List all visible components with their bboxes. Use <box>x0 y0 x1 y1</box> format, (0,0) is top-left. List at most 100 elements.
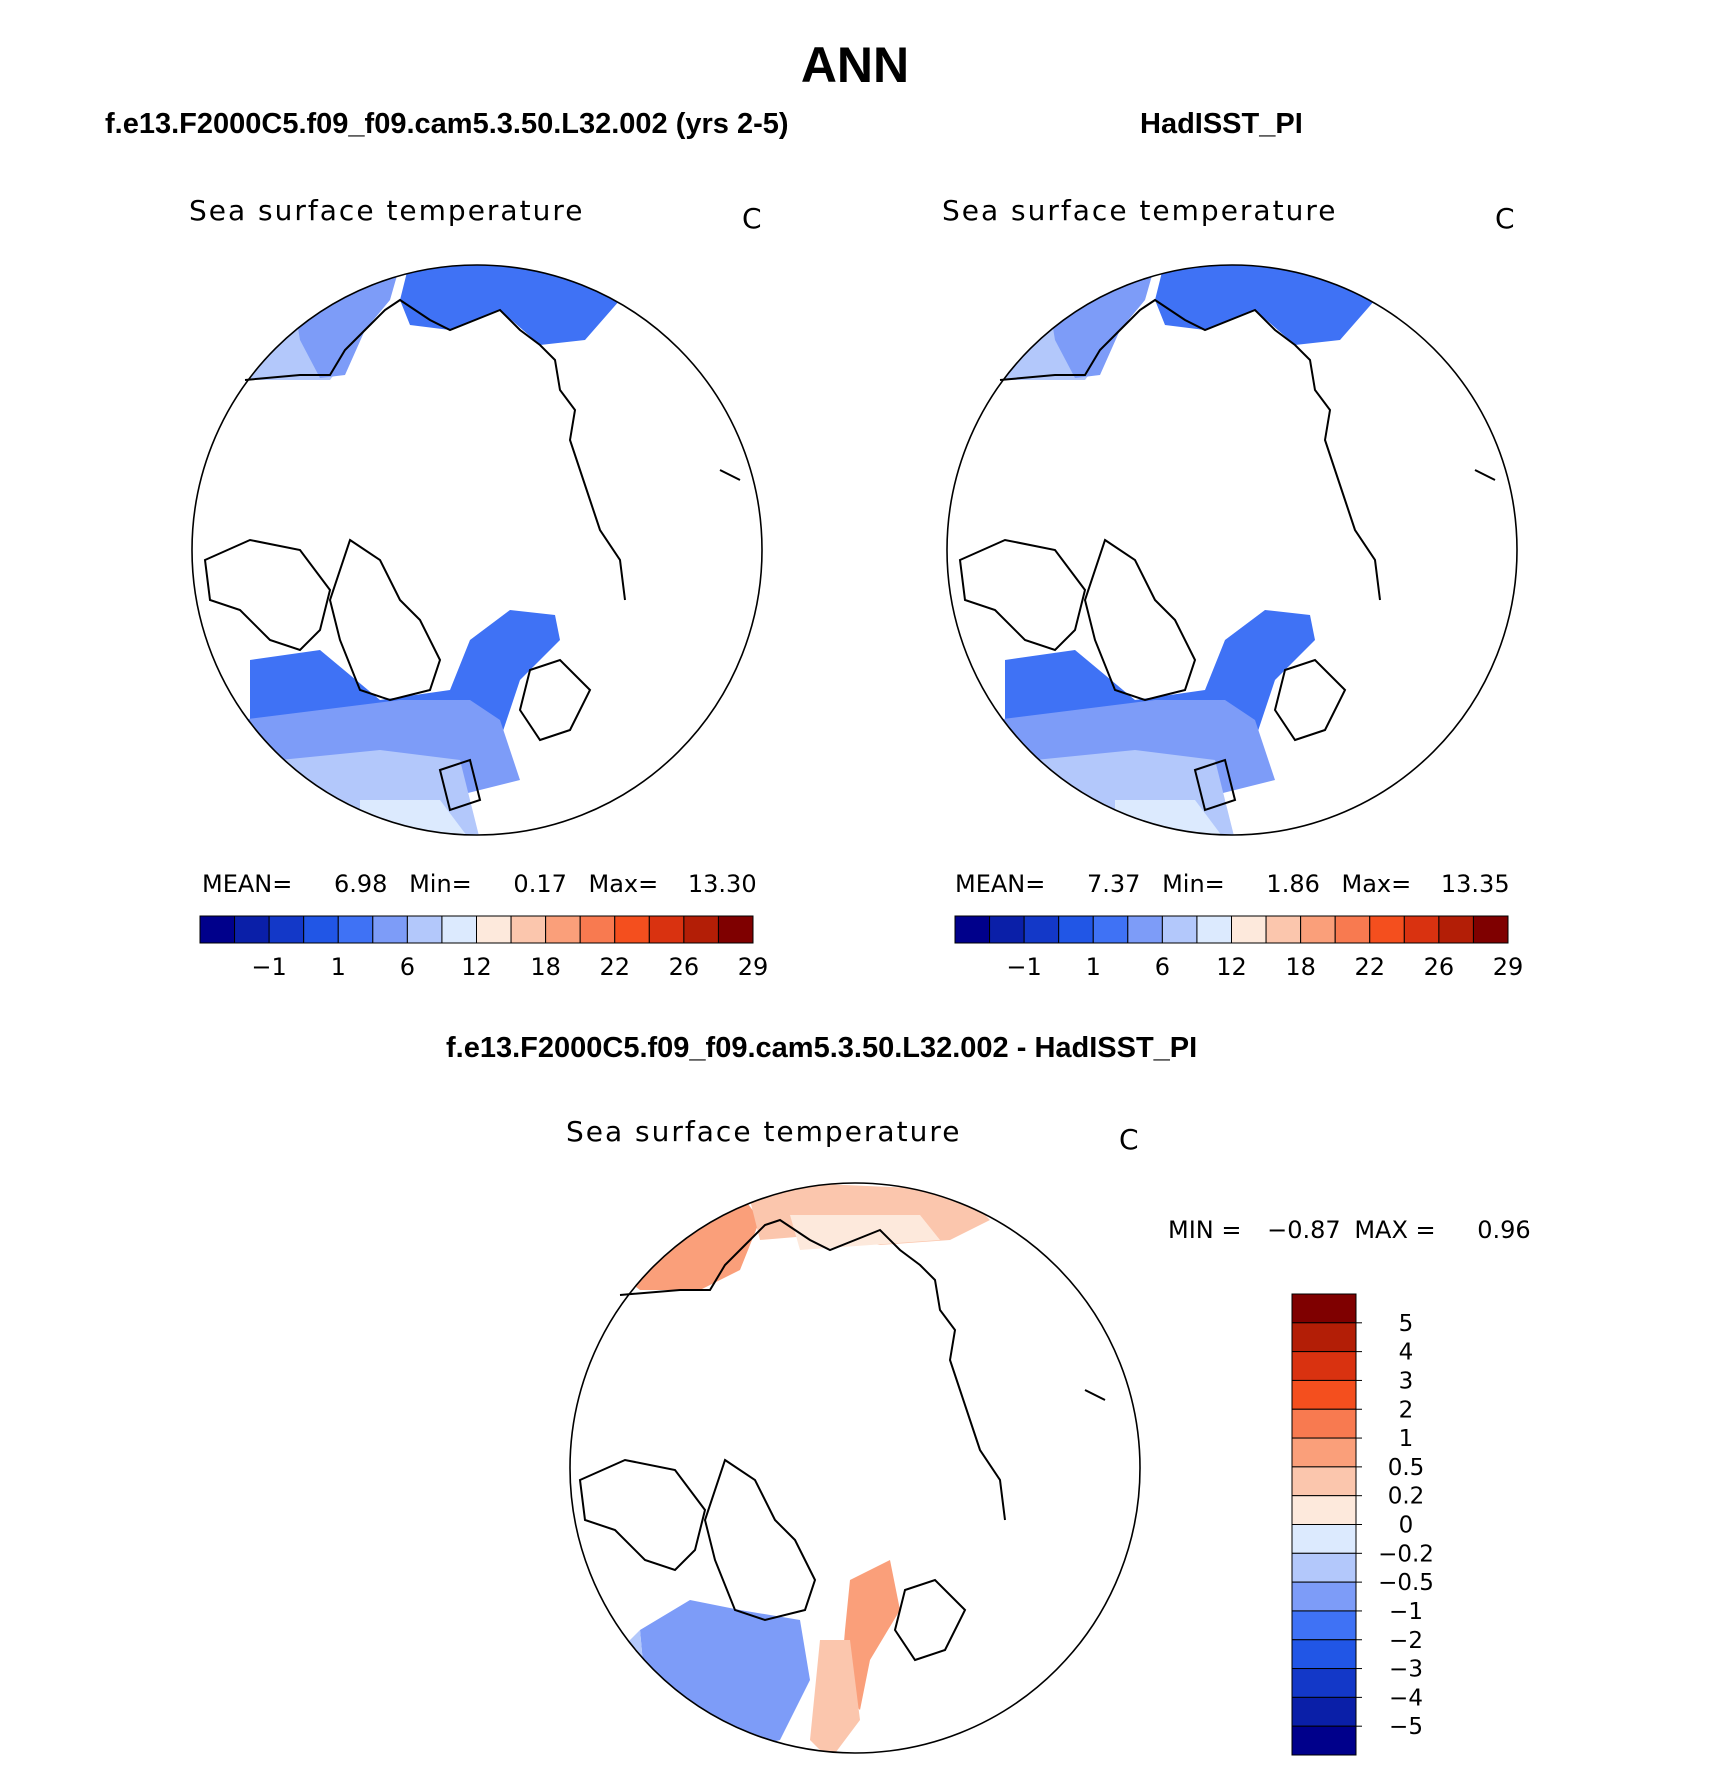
panel3-colorbar-tick-label: 1 <box>1399 1426 1414 1452</box>
panel1-colorbar-tick-label: −1 <box>251 953 286 981</box>
panel3-colorbar: 5 43 2 1 0.5 0.2 0−0.2 −0.5 −1 −2 −3−4 −5 <box>1291 1293 1434 1756</box>
panel3-colorbar-tick-label: 5 <box>1399 1311 1414 1337</box>
panel1-max-value: 13.30 <box>687 870 757 898</box>
panel3-var-title: Sea surface temperature <box>566 1115 962 1148</box>
panel2-colorbar-swatch <box>1092 915 1129 944</box>
panel1-min-value: 0.17 <box>513 870 567 898</box>
panel2-colorbar-swatch <box>1472 915 1509 944</box>
panel1-colorbar-swatch <box>337 915 374 944</box>
panel2-colorbar-swatch <box>1334 915 1371 944</box>
panel3-colorbar-tick-label: 3 <box>1399 1368 1414 1394</box>
panel2-stats: MEAN= 7.37 Min= 1.86 Max= 13.35 <box>955 870 1510 898</box>
panel1-colorbar-tick-label: 12 <box>461 953 492 981</box>
panel2-colorbar-swatch <box>1369 915 1405 944</box>
panel1-colorbar-swatch <box>683 915 719 944</box>
panel3-case-title: f.e13.F2000C5.f09_f09.cam5.3.50.L32.002 … <box>446 1032 1198 1064</box>
panel3-pacific-warm <box>600 1183 760 1290</box>
panel1-colorbar-swatch <box>648 915 685 944</box>
panel1-colorbar-tick-label: 6 <box>400 953 415 981</box>
panel2-colorbar-swatch <box>1265 915 1302 944</box>
panel3-colorbar-tick-label: −5 <box>1389 1714 1423 1740</box>
panel1-map-boundary <box>191 264 763 836</box>
panel2-colorbar-swatch <box>1196 915 1232 944</box>
panel3-colorbar-tick-label: 0 <box>1399 1513 1414 1539</box>
panel3-colorbar-swatch <box>1291 1466 1357 1497</box>
panel2-colorbar-swatch <box>1058 915 1094 944</box>
panel3-atlantic-cool <box>590 1630 650 1753</box>
panel2-pacific-dark <box>1155 265 1375 345</box>
panel2-mean-label: MEAN= <box>955 870 1046 898</box>
panel3-colorbar-tick-label: −4 <box>1389 1685 1423 1711</box>
panel1-colorbar-tick-label: 22 <box>599 953 630 981</box>
panel3-colorbar-tick-label: −1 <box>1389 1599 1423 1625</box>
panel3-min-value: −0.87 <box>1267 1216 1341 1244</box>
panel2-colorbar-tick-label: 12 <box>1216 953 1247 981</box>
panel3-colorbar-swatch <box>1291 1437 1357 1468</box>
panel3-max-label: MAX = <box>1354 1216 1436 1244</box>
panel2-colorbar-swatch <box>954 915 991 944</box>
panel3-stats: MIN = −0.87 MAX = 0.96 <box>1168 1216 1531 1244</box>
panel1-stats: MEAN= 6.98 Min= 0.17 Max= 13.30 <box>202 870 757 898</box>
panel3-colorbar-swatch <box>1291 1408 1357 1439</box>
panel3-max-value: 0.96 <box>1477 1216 1531 1244</box>
panel3-colorbar-swatch <box>1291 1379 1357 1410</box>
panel1-colorbar-swatch <box>303 915 339 944</box>
panel2-colorbar-swatch <box>1300 915 1336 944</box>
panel3-colorbar-tick-label: −0.2 <box>1378 1541 1434 1567</box>
panel1-colorbar-swatch <box>441 915 477 944</box>
panel3-colorbar-swatch <box>1291 1495 1357 1525</box>
panel3-colorbar-swatch <box>1291 1668 1357 1698</box>
panel1-units: C <box>742 202 762 235</box>
panel3-colorbar-swatch <box>1291 1552 1357 1583</box>
panel3-colorbar-tick-label: 2 <box>1399 1397 1414 1423</box>
panel3-colorbar-swatch <box>1291 1725 1357 1756</box>
panel1-colorbar-swatch <box>234 915 270 944</box>
panel2-colorbar-tick-label: 6 <box>1155 953 1170 981</box>
panel2-min-label: Min= <box>1162 870 1225 898</box>
panel2-colorbar-tick-label: 1 <box>1086 953 1101 981</box>
panel2-max-label: Max= <box>1341 870 1412 898</box>
panel2-mean-value: 7.37 <box>1087 870 1141 898</box>
panel3-colorbar-tick-label: −0.5 <box>1378 1570 1434 1596</box>
panel3-min-label: MIN = <box>1168 1216 1242 1244</box>
panel1-var-title: Sea surface temperature <box>189 194 585 227</box>
panel3-colorbar-tick-label: 4 <box>1399 1340 1414 1366</box>
panel3-colorbar-tick-label: −3 <box>1389 1657 1423 1683</box>
panel2-colorbar-tick-label: 22 <box>1354 953 1385 981</box>
panel3-map-boundary <box>569 1182 1141 1754</box>
panel3-colorbar-swatch <box>1291 1524 1357 1554</box>
panel1-mean-value: 6.98 <box>334 870 388 898</box>
panel3-colorbar-swatch <box>1291 1610 1357 1641</box>
panel1-case-title: f.e13.F2000C5.f09_f09.cam5.3.50.L32.002 … <box>105 108 789 140</box>
panel1-colorbar-swatch <box>268 915 305 944</box>
panel2-colorbar-tick-label: 29 <box>1493 953 1524 981</box>
panel1-colorbar-swatch <box>579 915 616 944</box>
panel3-colorbar-swatch <box>1291 1696 1357 1727</box>
panel2-units: C <box>1495 202 1515 235</box>
panel1-colorbar-swatch <box>199 915 236 944</box>
panel3-colorbar-swatch <box>1291 1581 1357 1612</box>
panel1-colorbar-swatch <box>476 915 512 944</box>
panel1-colorbar-tick-label: 29 <box>738 953 769 981</box>
panel1-colorbar-swatch <box>545 915 581 944</box>
panel1-colorbar-tick-label: 1 <box>331 953 346 981</box>
panel2-colorbar-swatch <box>1403 915 1440 944</box>
panel1-colorbar: −1 1 6 12 18 22 26 29 <box>199 915 769 981</box>
panel3-colorbar-tick-label: −2 <box>1389 1628 1423 1654</box>
panel2-colorbar-tick-label: 26 <box>1424 953 1455 981</box>
panel3-colorbar-swatch <box>1291 1351 1357 1381</box>
panel1-map <box>191 264 763 836</box>
panel1-colorbar-tick-label: 18 <box>530 953 561 981</box>
panel1-colorbar-swatch <box>510 915 547 944</box>
panel1-max-label: Max= <box>588 870 659 898</box>
panel3-colorbar-tick-label: 0.5 <box>1388 1455 1425 1481</box>
panel1-min-label: Min= <box>409 870 472 898</box>
panel3-pacific-faint <box>790 1215 940 1250</box>
panel2-colorbar-swatch <box>989 915 1025 944</box>
panel2-colorbar: −1 1 6 12 18 22 26 29 <box>954 915 1524 981</box>
panel2-coastlines <box>958 298 1496 812</box>
panel2-colorbar-swatch <box>1231 915 1267 944</box>
panel3-colorbar-swatch <box>1291 1322 1357 1353</box>
panel1-colorbar-swatch <box>614 915 650 944</box>
panel3-map <box>569 1182 1141 1754</box>
